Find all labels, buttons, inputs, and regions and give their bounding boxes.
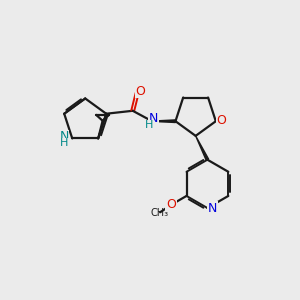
Text: H: H	[145, 120, 153, 130]
Text: CH₃: CH₃	[151, 208, 169, 218]
Text: O: O	[216, 114, 226, 127]
Text: N: N	[148, 112, 158, 125]
Polygon shape	[152, 120, 176, 122]
Polygon shape	[196, 136, 208, 160]
Text: H: H	[60, 138, 68, 148]
Text: N: N	[208, 202, 218, 215]
Text: O: O	[136, 85, 146, 98]
Text: O: O	[166, 198, 176, 212]
Text: N: N	[59, 130, 69, 143]
